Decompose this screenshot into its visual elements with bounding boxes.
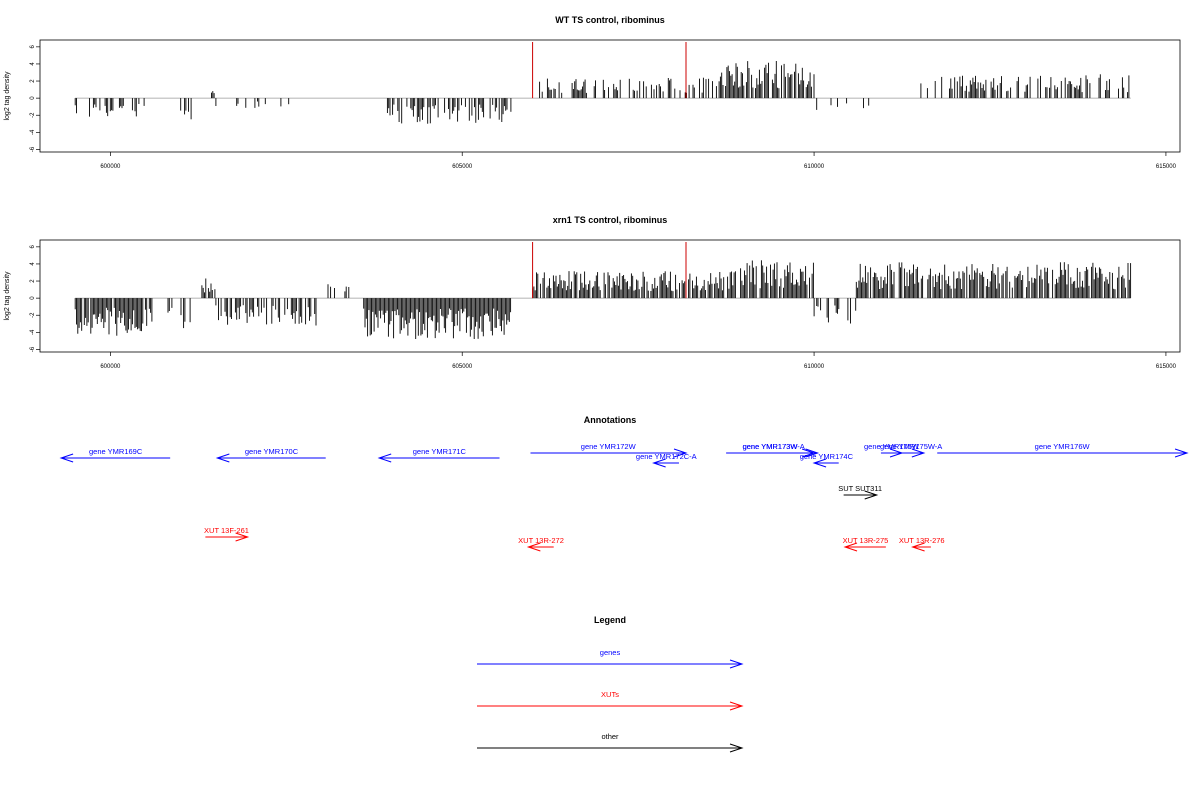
xrn1-panel-title: xrn1 TS control, ribominus: [553, 215, 668, 225]
gene-feature-label: gene YMR176W: [1035, 442, 1091, 451]
xut-feature-label: XUT 13R-276: [899, 536, 945, 545]
xut-feature-label: XUT 13R-272: [518, 536, 564, 545]
wt-y-tick-label: -6: [30, 146, 36, 152]
legend-label-other: other: [601, 732, 619, 741]
xrn1-y-tick-label: -2: [30, 312, 36, 318]
gene-feature-arrowhead: [377, 453, 392, 463]
legend-entry-xuts-arrowhead: [729, 701, 744, 711]
annotations-track: Annotations gene YMR169C gene YMR170C gene…: [59, 415, 1189, 552]
gene-feature-arrowhead: [812, 458, 827, 468]
wt-plot-frame: [39, 39, 1181, 153]
gene-feature-label: gene YMR173W: [743, 442, 799, 451]
annotations-title: Annotations: [584, 415, 637, 425]
xut-feature: XUT 13F-261: [204, 526, 250, 542]
legend-title: Legend: [594, 615, 626, 625]
gene-feature-arrowhead: [652, 458, 666, 468]
legend-entry-genes-arrowhead: [729, 659, 744, 669]
gene-feature-label: gene YMR174C: [800, 452, 854, 461]
wt-y-axis-label: log2 tag density: [4, 71, 11, 121]
gene-feature: gene YMR173W-A: [729, 442, 820, 458]
gene-feature-label: gene YMR172W: [581, 442, 637, 451]
xrn1-y-tick-label: -6: [30, 346, 36, 352]
legend-entry-other: other: [477, 732, 744, 753]
xrn1-bars: [74, 242, 1132, 339]
gene-feature-label: gene YMR169C: [89, 447, 143, 456]
wt-y-tick-label: 6: [30, 45, 36, 49]
gene-feature-arrowhead: [805, 448, 820, 458]
xut-feature: XUT 13R-272: [518, 536, 564, 552]
xrn1-plot-frame: [39, 239, 1181, 353]
wt-x-tick-label: 605000: [452, 164, 473, 170]
gene-feature: gene YMR176W: [937, 442, 1189, 458]
xut-feature-label: XUT 13R-275: [843, 536, 889, 545]
sut-feature-label: SUT SUT311: [838, 484, 882, 493]
wt-axes: 6 4 2 0 -2 -4 -6 600000 605000 610000 615000: [30, 45, 1177, 170]
xrn1-x-tick-label: 600000: [100, 364, 121, 370]
gene-feature-label: gene YMR170C: [245, 447, 299, 456]
wt-y-tick-label: -4: [30, 129, 36, 135]
legend-label-xuts: XUTs: [601, 690, 619, 699]
xut-feature: XUT 13R-276: [899, 536, 945, 552]
wt-y-tick-label: 4: [30, 62, 36, 66]
wt-y-tick-label: 2: [30, 79, 36, 83]
legend: Legend genes XUTs other: [477, 615, 744, 753]
gene-feature-arrowhead: [1174, 448, 1189, 458]
gene-feature-label: gene YMR172C-A: [636, 452, 697, 461]
xrn1-y-tick-label: 6: [30, 245, 36, 249]
gene-feature: gene YMR172C-A: [636, 452, 697, 468]
gene-feature-label: gene YMR171C: [413, 447, 467, 456]
wt-panel-title: WT TS control, ribominus: [555, 15, 665, 25]
gene-feature: gene YMR171C: [377, 447, 500, 463]
wt-bars: [74, 42, 1131, 124]
xrn1-x-tick-label: 615000: [1156, 364, 1177, 370]
xut-feature: XUT 13R-275: [843, 536, 889, 552]
gene-feature-arrowhead: [59, 453, 74, 463]
xrn1-y-tick-label: -4: [30, 329, 36, 335]
legend-entry-other-arrowhead: [729, 743, 744, 753]
wt-x-tick-label: 615000: [1156, 164, 1177, 170]
wt-coverage-panel: WT TS control, ribominus 6 4 2 0 -2 -4 -6 60000…: [4, 15, 1181, 170]
legend-entry-genes: genes: [477, 648, 744, 669]
xut-feature-arrowhead: [911, 542, 925, 552]
gene-feature: gene YMR172W: [530, 442, 688, 458]
wt-x-tick-label: 600000: [100, 164, 121, 170]
legend-entry-xuts: XUTs: [477, 690, 744, 711]
xut-feature-arrowhead: [526, 542, 541, 552]
xrn1-y-tick-label: 2: [30, 279, 36, 283]
gene-feature-arrowhead: [911, 448, 926, 458]
xrn1-axes: 6 4 2 0 -2 -4 -6 600000 605000 610000 615000: [30, 245, 1177, 370]
xrn1-x-tick-label: 610000: [804, 364, 825, 370]
xrn1-y-axis-label: log2 tag density: [4, 271, 11, 321]
sut-feature: SUT SUT311: [838, 484, 882, 500]
gene-feature: gene YMR174C: [800, 452, 854, 468]
legend-label-genes: genes: [600, 648, 621, 657]
annotation-features: gene YMR169C gene YMR170C gene YMR171C gene…: [59, 442, 1189, 552]
gene-feature: gene YMR170C: [215, 447, 326, 463]
xrn1-y-tick-label: 0: [30, 296, 36, 300]
wt-x-tick-label: 610000: [804, 164, 825, 170]
sut-feature-arrowhead: [864, 490, 879, 500]
xut-feature-label: XUT 13F-261: [204, 526, 249, 535]
xrn1-coverage-panel: xrn1 TS control, ribominus 6 4 2 0 -2 -4 -6 600…: [4, 215, 1181, 370]
xrn1-y-tick-label: 4: [30, 262, 36, 266]
gene-feature-arrowhead: [673, 448, 688, 458]
gene-feature: gene YMR175W-A: [880, 442, 942, 458]
gene-feature-arrowhead: [215, 453, 230, 463]
gene-feature-label: gene YMR173W-A: [742, 442, 804, 451]
wt-y-tick-label: -2: [30, 112, 36, 118]
gene-feature-label: gene YMR175W: [864, 442, 920, 451]
xrn1-x-tick-label: 605000: [452, 364, 473, 370]
xut-feature-arrowhead: [843, 542, 858, 552]
wt-y-tick-label: 0: [30, 96, 36, 100]
gene-feature-label: gene YMR175W-A: [880, 442, 942, 451]
xut-feature-arrowhead: [235, 532, 250, 542]
legend-entries: genes XUTs other: [477, 648, 744, 753]
gene-feature: gene YMR169C: [59, 447, 171, 463]
